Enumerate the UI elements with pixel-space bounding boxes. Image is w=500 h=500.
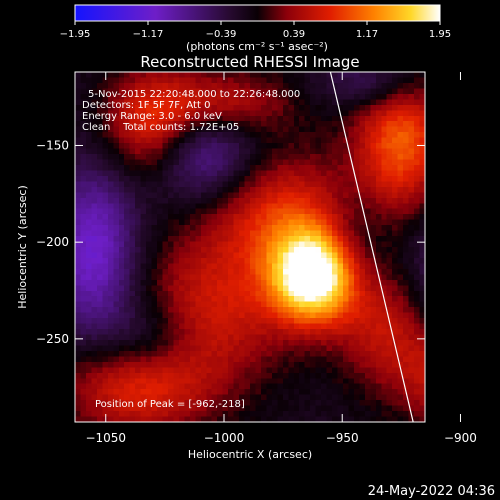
heatmap-image (75, 72, 425, 422)
peak-label: Position of Peak = [-962,-218] (95, 399, 245, 410)
colorbar (74, 4, 441, 22)
annotation-energy: Energy Range: 3.0 - 6.0 keV (82, 111, 222, 122)
x-tick-label: −950 (326, 431, 359, 445)
plot-frame (74, 71, 426, 423)
colorbar-tick-label: 1.17 (356, 29, 378, 40)
x-tick-label: −900 (444, 431, 477, 445)
x-axis-label: Heliocentric X (arcsec) (188, 448, 312, 461)
x-tick-label: −1000 (204, 431, 245, 445)
annotation-detectors: Detectors: 1F 5F 7F, Att 0 (82, 100, 210, 111)
x-tick-label: −1050 (85, 431, 126, 445)
y-tick-label: −200 (36, 235, 69, 249)
colorbar-units-label: (photons cm⁻² s⁻¹ asec⁻²) (186, 40, 328, 53)
colorbar-tick-label: −0.39 (206, 29, 237, 40)
y-axis-label: Heliocentric Y (arcsec) (16, 185, 29, 309)
footer-date: 24-May-2022 04:36 (368, 484, 495, 499)
y-axis-ticks: −150 −200 −250 (36, 138, 425, 346)
colorbar-ticks: −1.95 −1.17 −0.39 0.39 1.17 1.95 (60, 21, 451, 40)
colorbar-tick-label: −1.17 (133, 29, 164, 40)
y-tick-label: −150 (36, 138, 69, 152)
colorbar-tick-label: 1.95 (429, 29, 451, 40)
solar-limb-line (329, 72, 414, 422)
annotation-time: 5-Nov-2015 22:20:48.000 to 22:26:48.000 (88, 89, 300, 100)
chart-title: Reconstructed RHESSI Image (140, 53, 359, 71)
y-tick-label: −250 (36, 332, 69, 346)
annotation-clean: Clean Total counts: 1.72E+05 (82, 122, 239, 133)
x-axis-ticks: −1050 −1000 −950 −900 (85, 72, 477, 445)
colorbar-tick-label: −1.95 (60, 29, 91, 40)
colorbar-tick-label: 0.39 (283, 29, 305, 40)
